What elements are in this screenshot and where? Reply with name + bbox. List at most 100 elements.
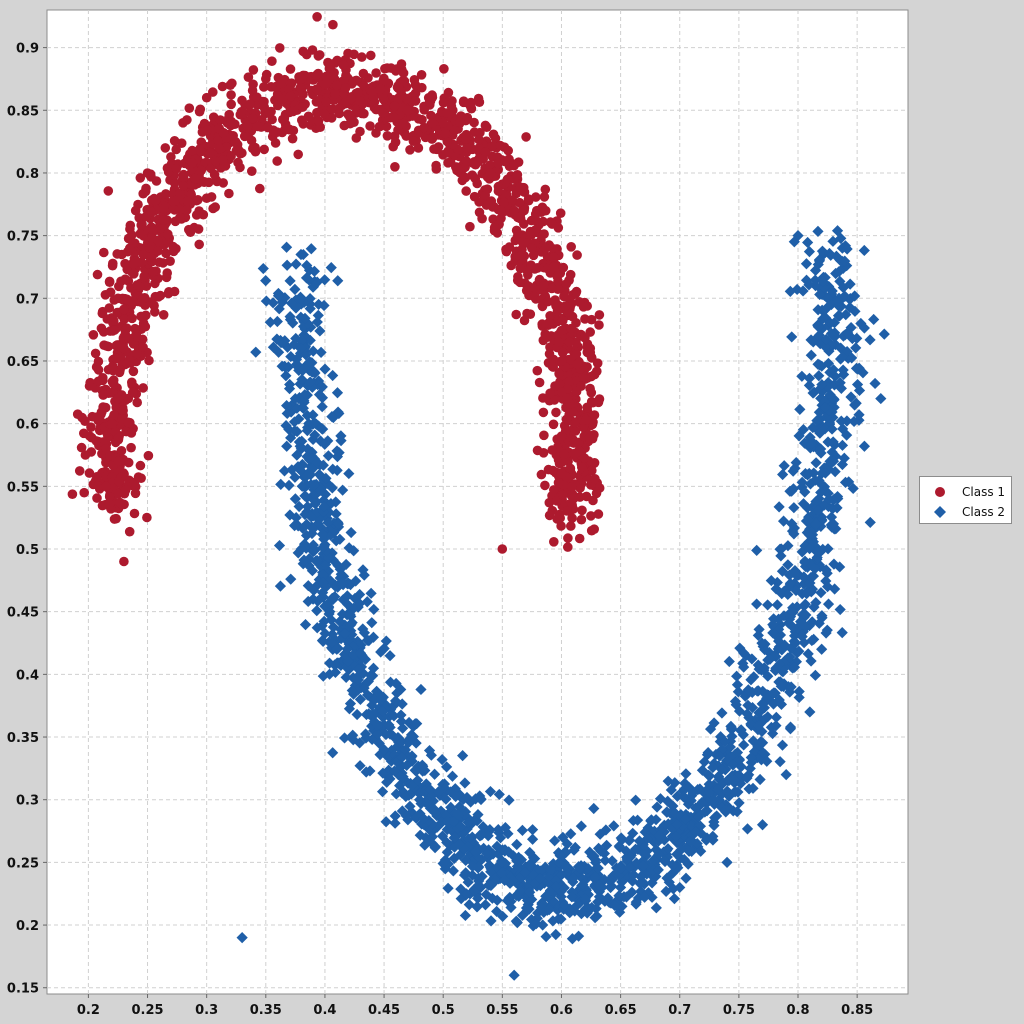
class-2-point bbox=[299, 508, 311, 521]
legend-label: Class 1 bbox=[962, 485, 1006, 499]
class-2-point bbox=[442, 882, 454, 894]
class-1-point bbox=[161, 189, 171, 199]
class-2-point bbox=[651, 801, 663, 813]
class-2-point bbox=[735, 761, 747, 773]
class-1-point bbox=[169, 286, 180, 297]
class-2-point bbox=[775, 680, 787, 692]
class-2-point bbox=[345, 526, 357, 539]
class-1-point bbox=[547, 361, 558, 372]
class-2-point bbox=[366, 699, 378, 711]
class-2-point bbox=[344, 619, 357, 631]
class-2-point bbox=[335, 435, 347, 447]
class-1-point bbox=[112, 249, 122, 259]
class-2-point bbox=[727, 759, 739, 771]
class-1-point bbox=[196, 146, 206, 157]
class-2-point bbox=[827, 330, 840, 342]
class-1-point bbox=[455, 117, 465, 127]
class-2-point bbox=[724, 741, 736, 753]
y-tick-label: 0.9 bbox=[16, 42, 39, 57]
class-2-point bbox=[813, 329, 825, 341]
class-2-point bbox=[449, 831, 461, 843]
class-1-point bbox=[515, 263, 526, 274]
y-tick-label: 0.45 bbox=[7, 606, 39, 621]
class-2-point bbox=[449, 784, 461, 796]
class-2-point bbox=[505, 901, 517, 914]
class-2-point bbox=[311, 457, 323, 469]
class-2-point bbox=[816, 467, 828, 479]
class-2-point bbox=[847, 482, 859, 495]
class-2-point bbox=[773, 501, 785, 513]
class-2-point bbox=[401, 759, 413, 771]
class-2-point bbox=[798, 600, 810, 612]
class-2-point bbox=[440, 793, 452, 805]
class-2-point bbox=[376, 705, 389, 717]
class-2-point bbox=[641, 833, 653, 845]
class-1-point bbox=[568, 494, 579, 504]
y-tick-label: 0.8 bbox=[16, 167, 39, 182]
class-2-point bbox=[304, 292, 316, 305]
class-2-point bbox=[804, 577, 816, 589]
class-2-point bbox=[472, 892, 484, 905]
class-2-point bbox=[317, 577, 329, 589]
class-2-point bbox=[376, 690, 388, 703]
class-2-point bbox=[525, 913, 538, 926]
class-1-point bbox=[129, 269, 139, 279]
class-1-point bbox=[170, 216, 181, 227]
class-1-point bbox=[426, 110, 436, 121]
class-1-point bbox=[490, 133, 501, 144]
class-2-point bbox=[446, 770, 459, 782]
class-2-point bbox=[326, 411, 338, 423]
class-2-point bbox=[829, 466, 841, 478]
class-1-point bbox=[568, 407, 578, 417]
class-1-point bbox=[349, 49, 359, 60]
class-1-point bbox=[135, 460, 146, 471]
class-2-point bbox=[298, 538, 311, 550]
class-2-point bbox=[296, 480, 308, 492]
class-2-point bbox=[344, 697, 357, 710]
class-2-point bbox=[782, 540, 794, 552]
class-2-point bbox=[455, 821, 467, 833]
class-2-point bbox=[414, 829, 426, 841]
class-2-point bbox=[413, 794, 426, 806]
class-2-point bbox=[311, 605, 323, 617]
class-1-point bbox=[515, 277, 525, 288]
class-2-point bbox=[314, 484, 326, 497]
class-2-point bbox=[669, 807, 681, 819]
class-2-point bbox=[236, 931, 248, 944]
class-1-point bbox=[138, 293, 148, 304]
class-2-point bbox=[567, 872, 580, 884]
class-2-point bbox=[326, 521, 338, 533]
class-2-point bbox=[784, 285, 796, 297]
class-2-point bbox=[822, 598, 835, 610]
class-2-point bbox=[782, 588, 794, 601]
class-1-point bbox=[91, 412, 102, 423]
class-2-point bbox=[701, 749, 714, 761]
y-tick-label: 0.55 bbox=[7, 480, 39, 495]
class-2-point bbox=[316, 423, 328, 435]
class-1-point bbox=[572, 250, 582, 260]
class-2-point bbox=[334, 572, 346, 584]
class-2-point bbox=[305, 511, 317, 523]
class-2-point bbox=[471, 851, 483, 863]
class-2-point bbox=[698, 756, 711, 768]
class-1-point bbox=[296, 74, 307, 84]
class-2-point bbox=[758, 662, 770, 674]
class-2-point bbox=[809, 474, 821, 486]
class-2-point bbox=[264, 316, 276, 328]
class-2-point bbox=[524, 846, 536, 859]
class-2-point bbox=[306, 446, 318, 458]
class-2-point bbox=[768, 687, 780, 699]
class-1-point bbox=[556, 431, 567, 442]
class-1-point bbox=[190, 173, 201, 184]
class-1-point bbox=[297, 102, 308, 112]
class-2-point bbox=[339, 627, 351, 640]
class-2-point bbox=[652, 864, 664, 876]
class-2-point bbox=[510, 915, 522, 927]
class-2-point bbox=[418, 785, 430, 798]
class-2-point bbox=[788, 528, 800, 540]
class-1-point bbox=[102, 314, 113, 324]
class-2-point bbox=[754, 773, 766, 786]
class-2-point bbox=[325, 614, 337, 626]
class-2-point bbox=[834, 603, 846, 616]
class-2-point bbox=[291, 402, 303, 414]
